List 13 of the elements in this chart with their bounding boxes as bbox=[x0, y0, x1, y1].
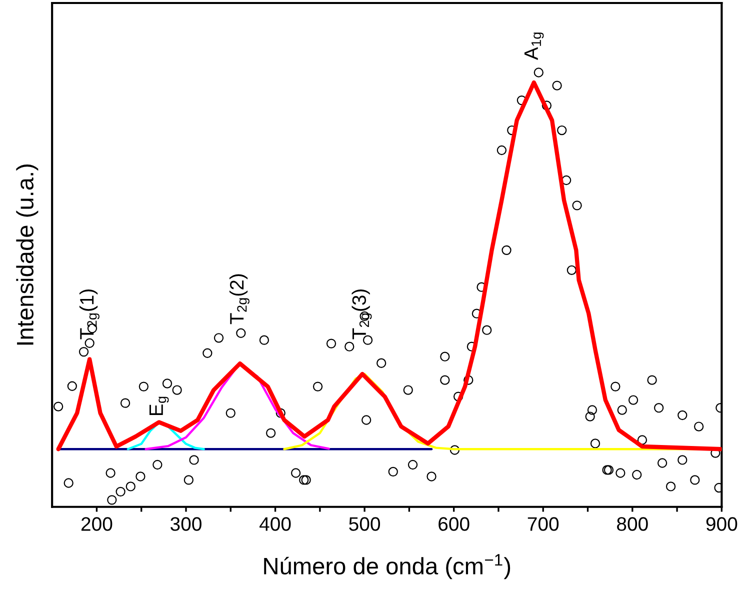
x-tick-label: 800 bbox=[617, 517, 648, 531]
x-tick-label: 300 bbox=[170, 517, 202, 531]
x-axis-title: Número de onda (cm$^{−1}$) bbox=[264, 554, 510, 580]
x-tick-label: 400 bbox=[260, 517, 291, 531]
x-tick-label: 600 bbox=[438, 517, 470, 531]
x-tick-label: 200 bbox=[81, 517, 112, 531]
annotation: T$_{2g}$(2) bbox=[229, 274, 250, 324]
x-tick-label: 900 bbox=[706, 517, 738, 531]
x-tick-label: 700 bbox=[528, 517, 559, 531]
y-axis-title: Intensidade (u.a.) bbox=[16, 164, 38, 345]
annotation: A$_{1g}$ bbox=[524, 32, 544, 60]
x-tick-label: 500 bbox=[349, 517, 380, 531]
annotation: E$_{g}$ bbox=[149, 396, 169, 416]
